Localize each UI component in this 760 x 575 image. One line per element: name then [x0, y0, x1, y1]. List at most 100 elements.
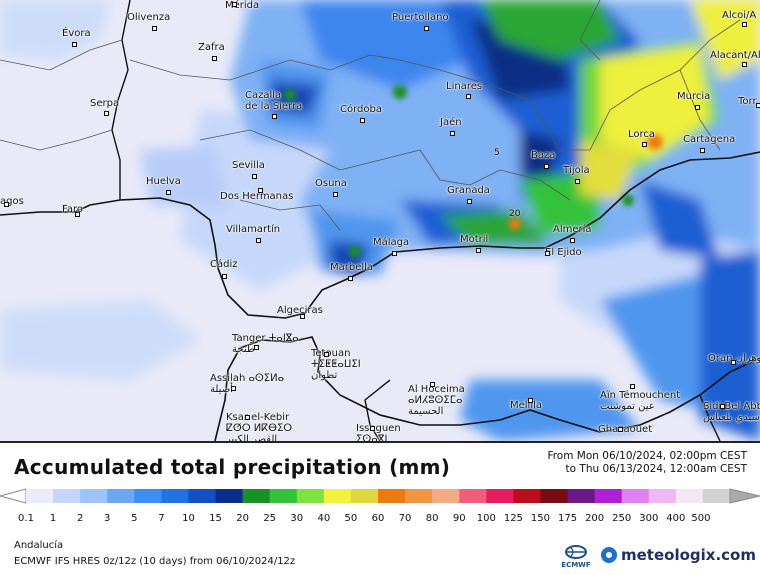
scale-tick-label: 200 — [585, 513, 605, 524]
ecmwf-globe-icon — [565, 545, 587, 559]
city-marker — [466, 94, 471, 99]
scale-swatch — [107, 489, 135, 503]
scale-swatch — [702, 489, 731, 503]
scale-tick-label: 500 — [691, 513, 711, 524]
scale-tick-label: 30 — [290, 513, 304, 524]
city-label-cdiz: Cádiz — [210, 259, 238, 270]
city-marker — [642, 142, 647, 147]
city-name: Córdoba — [340, 104, 382, 115]
city-label-osuna: Osuna — [315, 178, 347, 189]
scale-swatch — [675, 489, 704, 503]
scale-tick-label: 50 — [344, 513, 358, 524]
scale-tick-label: 2 — [76, 513, 84, 524]
scale-swatch — [513, 489, 541, 503]
scale-swatch — [648, 489, 677, 503]
city-label-serpa: Serpa — [90, 98, 119, 109]
scale-tick-label: 175 — [557, 513, 578, 524]
scale-swatch — [323, 489, 352, 503]
city-marker — [232, 2, 237, 7]
city-label-olivenza: Olivenza — [127, 12, 170, 23]
city-label-alcoia: Alcoi/A — [722, 10, 756, 21]
city-marker — [476, 248, 481, 253]
scale-swatch — [134, 489, 162, 503]
scale-tick-label: 25 — [263, 513, 277, 524]
scale-tick-label: 10 — [182, 513, 195, 524]
city-label-vora: Évora — [62, 28, 91, 39]
city-marker — [231, 386, 236, 391]
city-marker — [252, 174, 257, 179]
city-name: Málaga — [373, 237, 410, 248]
scale-tick-label: 7 — [158, 513, 165, 524]
scale-swatch — [296, 489, 325, 503]
scale-tick-label: 1 — [49, 513, 57, 524]
scale-tick-label: 300 — [639, 513, 659, 524]
scale-swatch — [161, 489, 189, 503]
city-marker — [756, 103, 760, 108]
city-label-ghazaouet: Ghazaouet — [598, 424, 652, 435]
city-marker — [544, 164, 549, 169]
scale-tick-label: 150 — [530, 513, 550, 524]
city-marker — [450, 131, 455, 136]
city-name: Murcia — [677, 91, 711, 102]
scale-tick-label: 100 — [476, 513, 496, 524]
city-name: Olivenza — [127, 12, 171, 23]
city-name: Alacant/Al — [710, 50, 760, 61]
period-to: to Thu 06/13/2024, 12:00am CEST — [565, 463, 747, 475]
city-marker — [212, 56, 217, 61]
brand-name: meteologix.com — [621, 546, 756, 564]
city-label-agos: agos — [0, 196, 24, 207]
scale-max-arrow — [729, 488, 760, 504]
city-name: Melilla — [510, 400, 543, 411]
region-name: Andalucía — [14, 540, 64, 551]
city-label-cartagena: Cartagena — [683, 134, 735, 145]
city-name: Oran وهران — [708, 353, 760, 364]
city-name: Jaén — [440, 117, 462, 128]
city-name: Aïn Témouchent عين تموشنت — [600, 390, 681, 412]
city-label-el: El Ejido — [545, 247, 582, 258]
city-label-villamartn: Villamartín — [226, 224, 280, 235]
color-scale-ticks: 0.1 1 2 3 5 7 10 15 20 25 30 40 50 60 70 80 90 100 125 150 1… — [0, 513, 760, 527]
city-marker — [300, 314, 305, 319]
city-name: El Ejido — [545, 247, 582, 258]
city-marker — [4, 202, 9, 207]
city-label-crdoba: Córdoba — [340, 104, 382, 115]
scale-swatch — [621, 489, 650, 503]
city-marker — [258, 188, 263, 193]
legend-title: Accumulated total precipitation (mm) — [14, 455, 451, 479]
time-period: From Mon 06/10/2024, 02:00pm CEST to Thu… — [547, 450, 747, 476]
city-name: Algeciras — [277, 305, 323, 316]
city-label-al: Al Hoceima ⴰⵍⵃⵓⵙⵉⵎⴰ الحسيمة — [408, 384, 465, 417]
city-name: Cazalla de la Sierra — [245, 90, 303, 112]
scale-swatch — [432, 489, 460, 503]
scale-swatch — [242, 489, 271, 503]
city-label-granada: Granada — [447, 185, 490, 196]
precipitation-map[interactable]: Mérida Olivenza Évora Zafra Puertollano Alcoi… — [0, 0, 760, 441]
city-name: Sevilla — [232, 160, 265, 171]
city-marker — [424, 26, 429, 31]
legend-panel: Accumulated total precipitation (mm) Fro… — [0, 441, 760, 575]
city-name: Linares — [446, 81, 483, 92]
city-marker — [575, 179, 580, 184]
city-name: Zafra — [198, 42, 225, 53]
city-label-tetouan: Tetouan ⵜⵉⵟⵟⴰⵡⵉⵏ تطوان — [311, 348, 361, 381]
scale-swatch — [567, 489, 596, 503]
city-marker — [570, 238, 575, 243]
city-marker — [72, 42, 77, 47]
city-marker — [545, 251, 550, 256]
city-name: Torr — [738, 96, 757, 107]
scale-swatch — [405, 489, 433, 503]
model-info: ECMWF IFS HRES 0z/12z (10 days) from 06/… — [14, 556, 296, 567]
scale-swatch — [269, 489, 298, 503]
scale-swatch — [594, 489, 623, 503]
city-label-baza: Baza — [531, 150, 555, 161]
city-marker — [430, 382, 435, 387]
scale-tick-label: 60 — [371, 513, 385, 524]
city-marker — [256, 238, 261, 243]
city-name: Osuna — [315, 178, 347, 189]
city-marker — [370, 426, 375, 431]
meteologix-icon — [601, 547, 617, 563]
meteologix-logo[interactable]: meteologix.com — [600, 544, 756, 566]
scale-tick-label: 125 — [503, 513, 523, 524]
city-label-cazalla: Cazalla de la Sierra — [245, 90, 302, 112]
city-label-huelva: Huelva — [146, 176, 181, 187]
